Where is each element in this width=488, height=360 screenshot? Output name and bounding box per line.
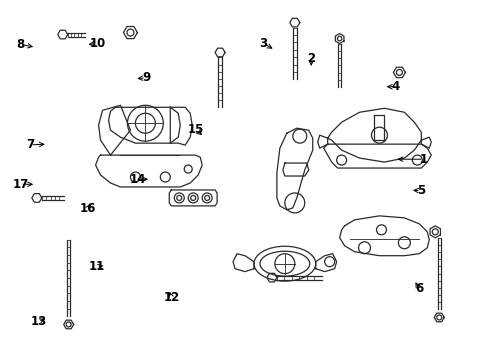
Text: 3: 3: [259, 36, 266, 50]
Text: 2: 2: [306, 52, 315, 65]
Text: 10: 10: [89, 36, 105, 50]
Text: 8: 8: [16, 38, 24, 51]
Text: 12: 12: [163, 291, 179, 304]
Text: 16: 16: [79, 202, 96, 215]
Text: 9: 9: [142, 71, 150, 84]
Text: 7: 7: [26, 138, 34, 151]
Text: 1: 1: [419, 153, 427, 166]
Text: 11: 11: [88, 260, 104, 273]
Text: 13: 13: [31, 315, 47, 328]
Text: 5: 5: [416, 184, 424, 197]
Text: 6: 6: [414, 282, 422, 295]
Text: 17: 17: [12, 178, 28, 191]
Text: 15: 15: [187, 123, 203, 136]
Text: 14: 14: [130, 173, 146, 186]
Text: 4: 4: [390, 80, 399, 93]
